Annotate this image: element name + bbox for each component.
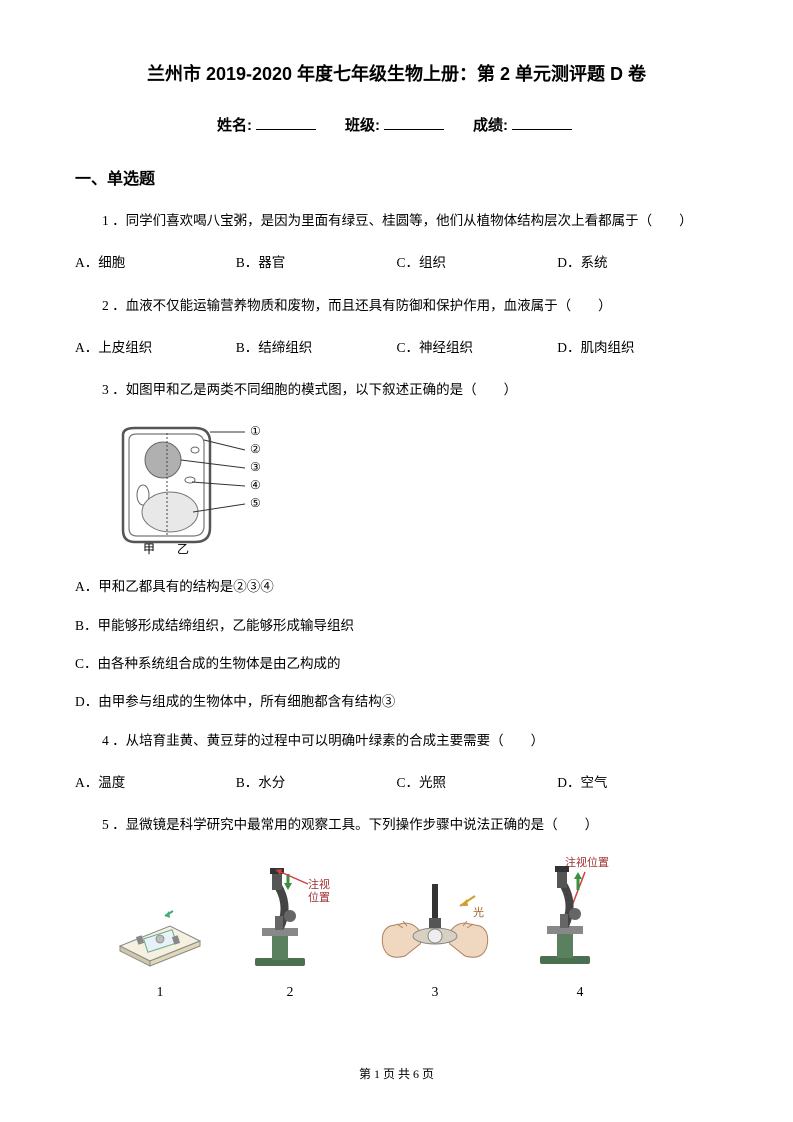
q4-optB: B．水分 — [236, 771, 397, 795]
class-blank[interactable] — [384, 129, 444, 130]
q4-optD: D．空气 — [557, 771, 718, 795]
svg-text:注视位置: 注视位置 — [565, 856, 609, 869]
scope-3-num: 3 — [432, 984, 439, 1000]
label-1: ① — [250, 424, 261, 438]
q3-optD: D．由甲参与组成的生物体中，所有细胞都含有结构③ — [75, 690, 718, 714]
name-label: 姓名: — [217, 117, 252, 134]
class-label: 班级: — [345, 117, 380, 134]
q1-text: 1 ．同学们喜欢喝八宝粥，是因为里面有绿豆、桂圆等，他们从植物体结构层次上看都属… — [75, 209, 718, 233]
svg-text:注视: 注视 — [308, 877, 330, 891]
label-3: ③ — [250, 460, 261, 474]
q3-optC: C．由各种系统组合成的生物体是由乙构成的 — [75, 652, 718, 676]
q3-optB: B．甲能够形成结缔组织，乙能够形成输导组织 — [75, 614, 718, 638]
q2-text: 2 ．血液不仅能运输营养物质和废物，而且还具有防御和保护作用，血液属于（ ） — [75, 294, 718, 318]
label-2: ② — [250, 442, 261, 456]
scope-4: 注视位置 4 — [530, 856, 630, 1000]
q3-text: 3 ．如图甲和乙是两类不同细胞的模式图，以下叙述正确的是（ ） — [75, 378, 718, 402]
q1-optD: D．系统 — [557, 251, 718, 275]
q4-text: 4 ．从培育韭黄、黄豆芽的过程中可以明确叶绿素的合成主要需要（ ） — [75, 729, 718, 753]
scope-4-num: 4 — [577, 984, 584, 1000]
score-label: 成绩: — [473, 117, 508, 134]
student-info-line: 姓名: 班级: 成绩: — [75, 114, 718, 135]
q1-optA: A．细胞 — [75, 251, 236, 275]
microscope-panel: 1 注视 位置 2 — [115, 856, 718, 1000]
q2-optD: D．肌肉组织 — [557, 336, 718, 360]
q2-optB: B．结缔组织 — [236, 336, 397, 360]
cell-diagram: ① ② ③ ④ ⑤ 甲 乙 — [115, 420, 718, 555]
q1-optB: B．器官 — [236, 251, 397, 275]
q2-options: A．上皮组织 B．结缔组织 C．神经组织 D．肌肉组织 — [75, 336, 718, 360]
q3-optA: A．甲和乙都具有的结构是②③④ — [75, 575, 718, 599]
scope-2: 注视 位置 2 — [240, 866, 340, 1000]
q4-optC: C．光照 — [397, 771, 558, 795]
score-blank[interactable] — [512, 129, 572, 130]
page-title: 兰州市 2019-2020 年度七年级生物上册：第 2 单元测评题 D 卷 — [75, 60, 718, 86]
label-jia: 甲 — [143, 542, 155, 555]
q1-options: A．细胞 B．器官 C．组织 D．系统 — [75, 251, 718, 275]
section-1-heading: 一、单选题 — [75, 165, 718, 189]
scope-1-num: 1 — [157, 984, 164, 1000]
q5-text: 5 ．显微镜是科学研究中最常用的观察工具。下列操作步骤中说法正确的是（ ） — [75, 813, 718, 837]
scope-2-num: 2 — [287, 984, 294, 1000]
scope-1: 1 — [115, 896, 205, 1000]
q1-optC: C．组织 — [397, 251, 558, 275]
q4-optA: A．温度 — [75, 771, 236, 795]
page-footer: 第 1 页 共 6 页 — [0, 1065, 793, 1082]
scope-3: 光 3 — [375, 876, 495, 1000]
name-blank[interactable] — [256, 129, 316, 130]
q2-optC: C．神经组织 — [397, 336, 558, 360]
q4-options: A．温度 B．水分 C．光照 D．空气 — [75, 771, 718, 795]
svg-text:位置: 位置 — [308, 890, 330, 904]
q2-optA: A．上皮组织 — [75, 336, 236, 360]
label-4: ④ — [250, 478, 261, 492]
svg-text:光: 光 — [473, 905, 484, 919]
label-yi: 乙 — [177, 542, 189, 555]
label-5: ⑤ — [250, 496, 261, 510]
